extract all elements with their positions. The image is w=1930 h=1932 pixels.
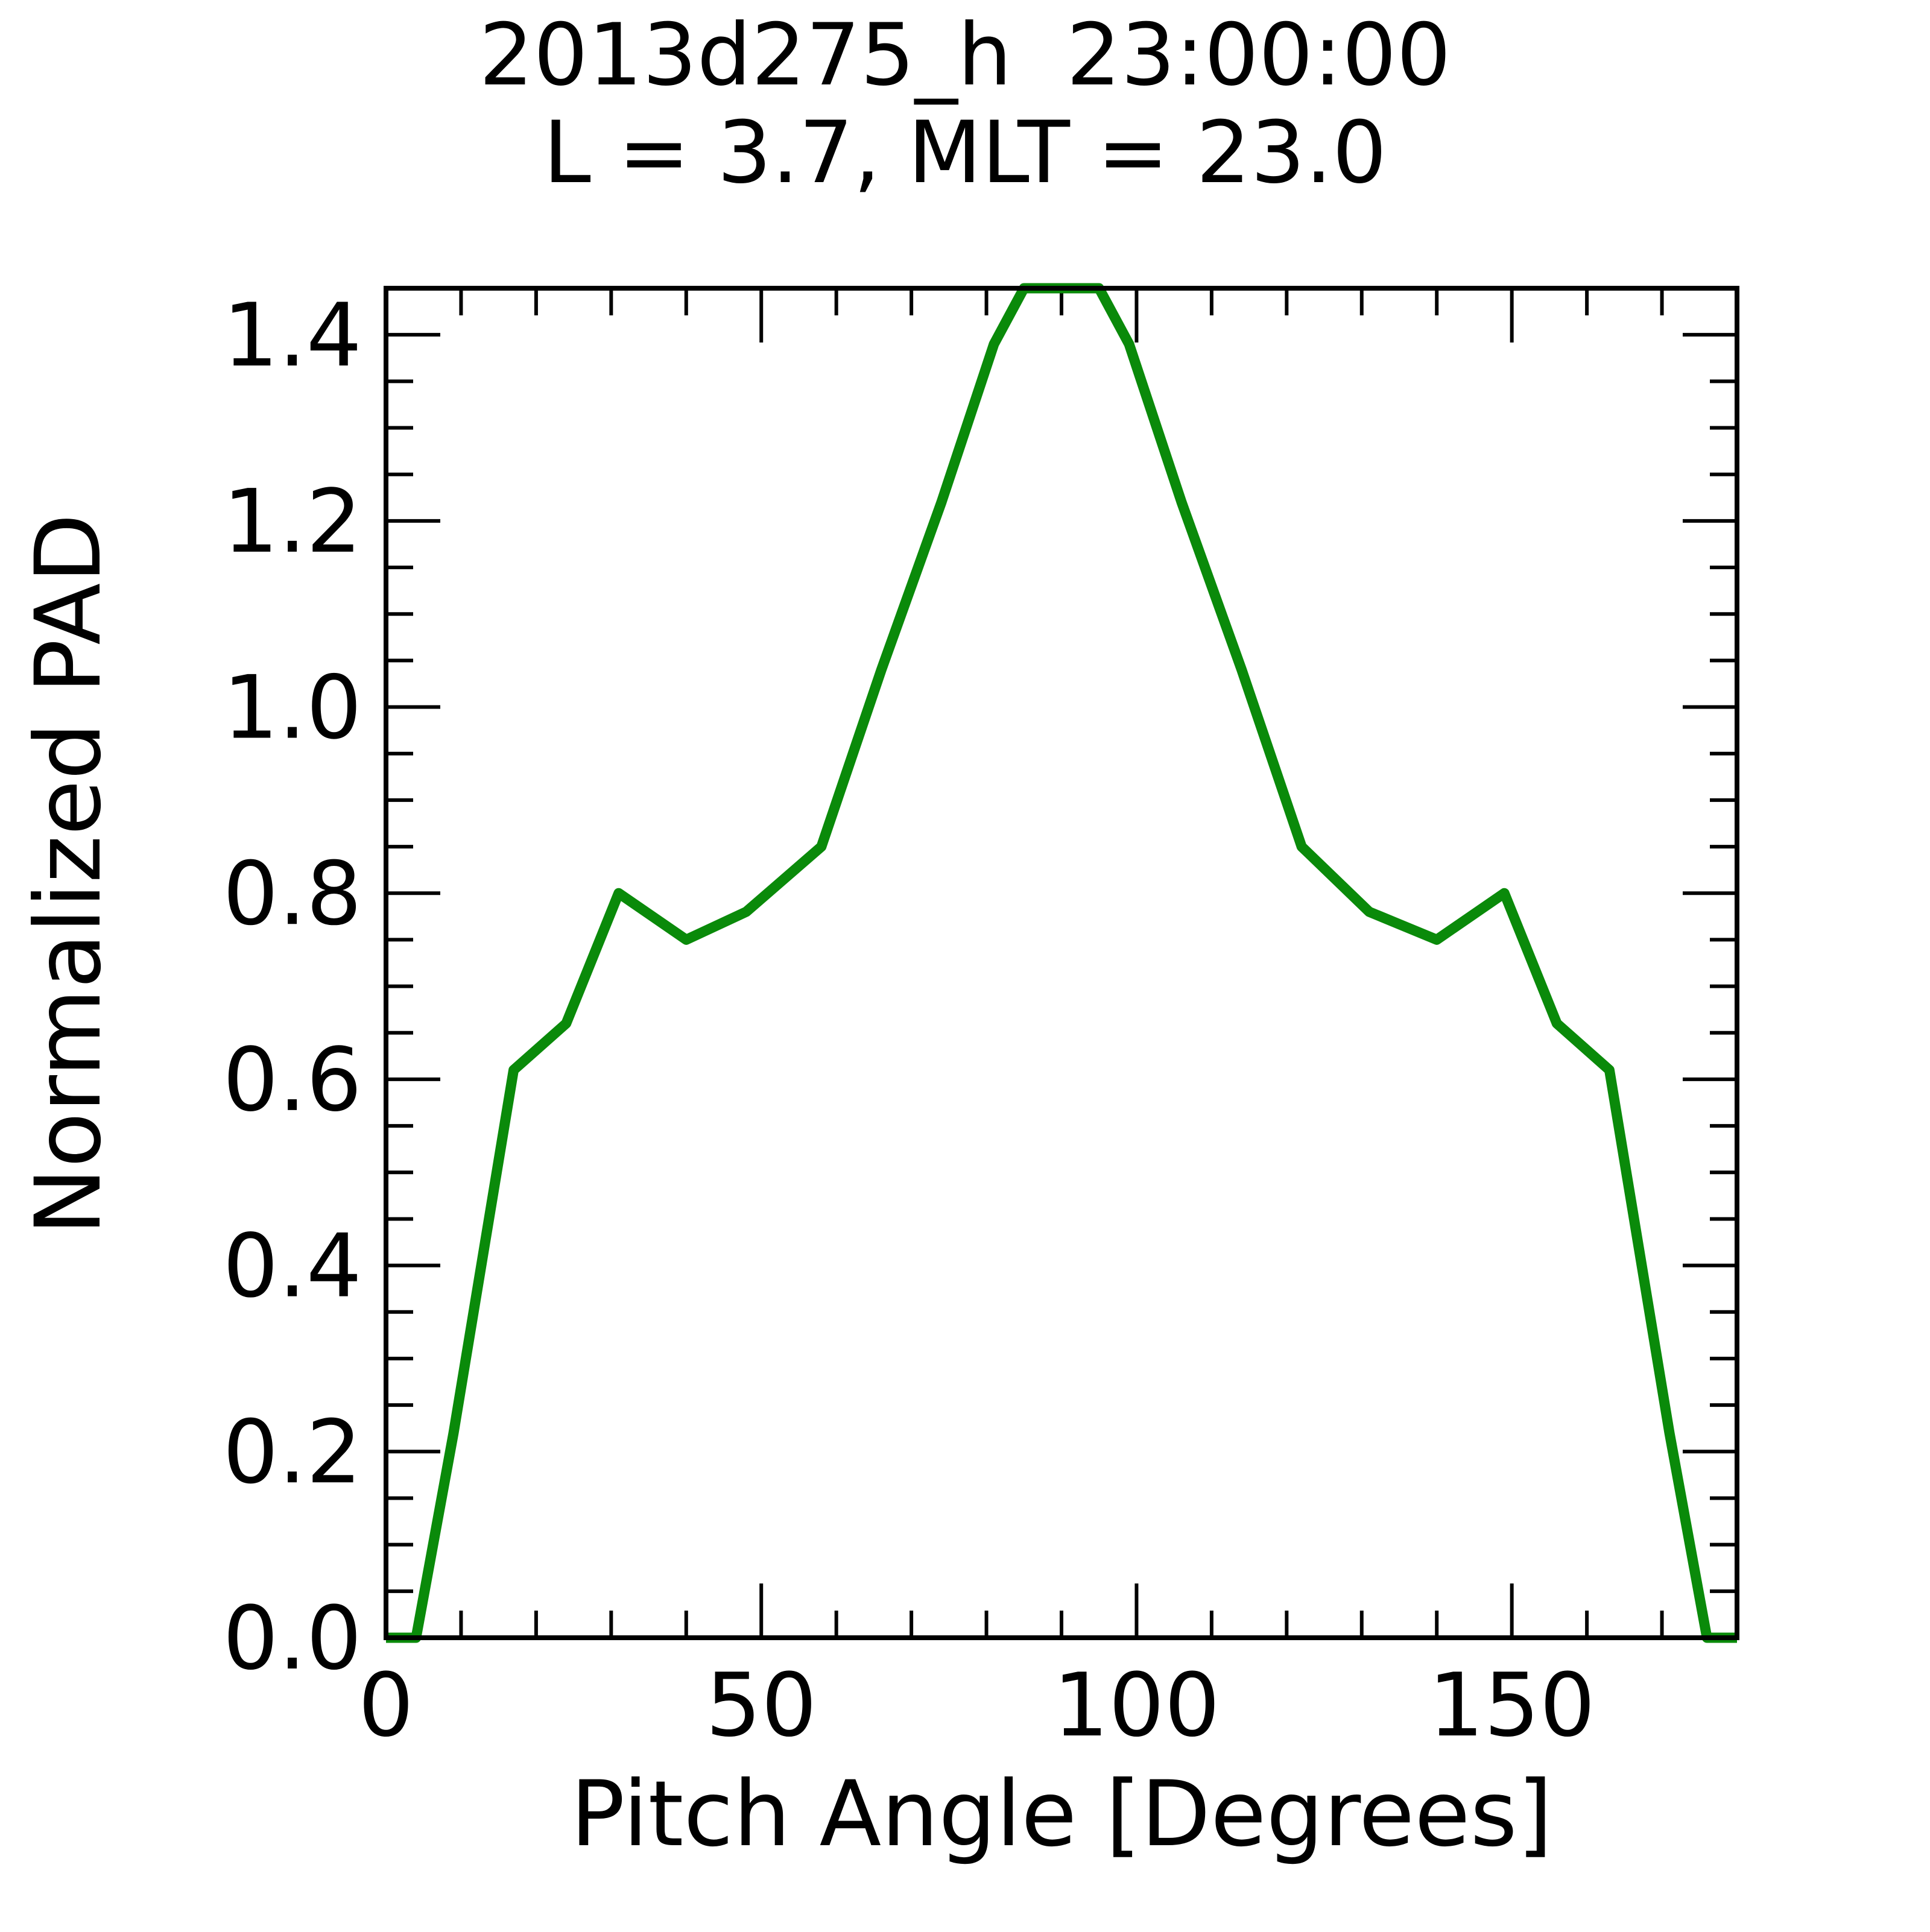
y-tick-label: 0.6 xyxy=(223,1029,362,1131)
y-tick-label: 0.4 xyxy=(223,1216,362,1318)
y-tick-label: 1.4 xyxy=(223,285,362,387)
x-tick-label: 0 xyxy=(358,1655,414,1757)
y-tick-label: 1.0 xyxy=(223,657,362,759)
pad-curve xyxy=(386,283,1737,1643)
x-tick-label: 150 xyxy=(1428,1655,1595,1757)
y-tick-label: 0.2 xyxy=(223,1401,362,1503)
chart-title-line1: 2013d275_h 23:00:00 xyxy=(479,5,1451,105)
y-tick-label: 1.2 xyxy=(223,471,362,573)
chart-title-line2: L = 3.7, MLT = 23.0 xyxy=(543,103,1387,203)
x-tick-label: 50 xyxy=(706,1655,817,1757)
y-axis-label: Normalized PAD xyxy=(16,513,121,1235)
data-series xyxy=(386,283,1737,1643)
plot-frame xyxy=(384,286,1739,1640)
x-tick-label: 100 xyxy=(1053,1655,1220,1757)
y-tick-label: 0.0 xyxy=(223,1588,362,1690)
axis-tick-labels: 0 50 100 150 0.0 0.2 0.4 0.6 0.8 1.0 1.2 1.4 xyxy=(223,285,1595,1757)
x-axis-label: Pitch Angle [Degrees] xyxy=(571,1762,1553,1867)
y-tick-label: 0.8 xyxy=(223,843,362,945)
